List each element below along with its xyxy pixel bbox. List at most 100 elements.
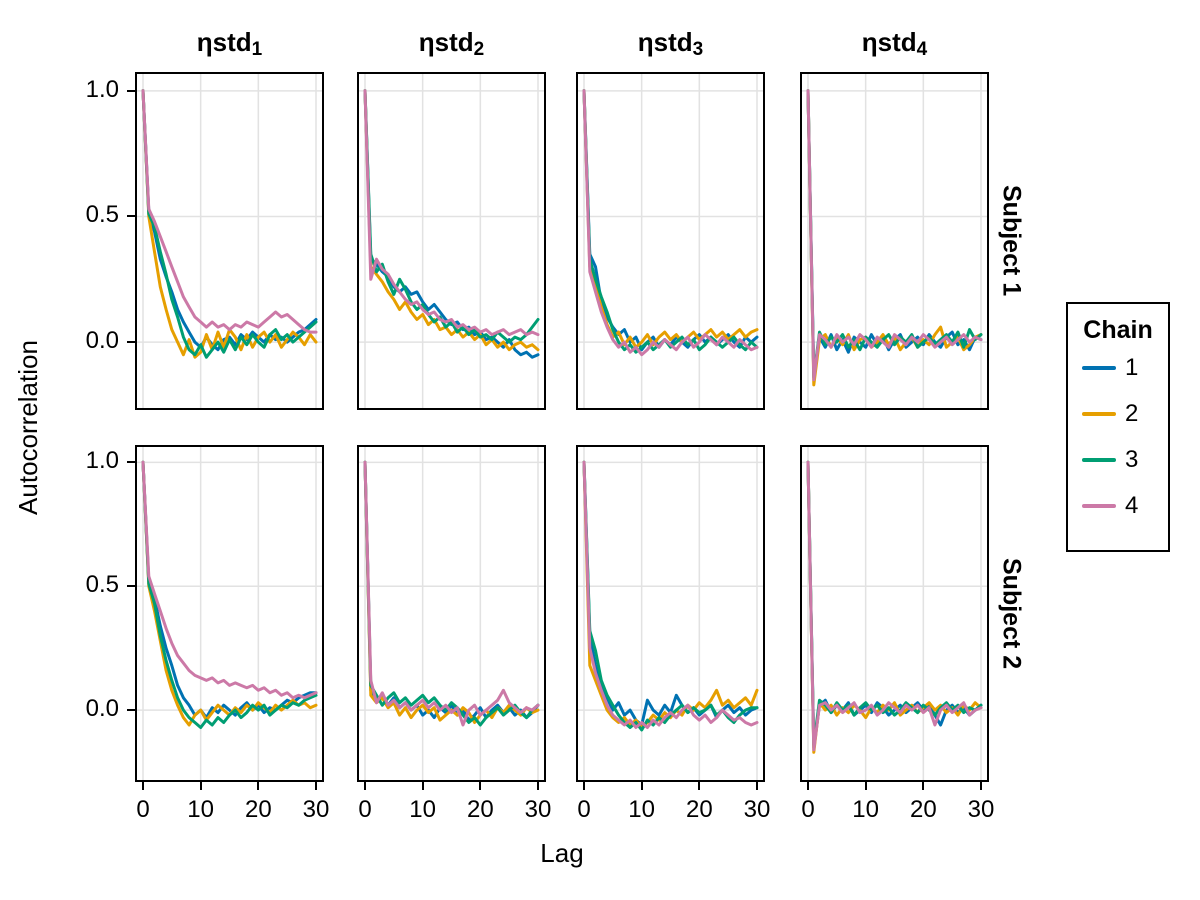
panel-border: [357, 72, 546, 410]
row-label-subject-1: Subject 1: [997, 185, 1026, 297]
legend-box: Chain 1 2 3 4: [1066, 302, 1170, 552]
legend-items: 1 2 3 4: [1068, 345, 1168, 529]
facet-panel-r2c1: [135, 445, 324, 782]
y-tick-label: 0.5: [85, 571, 119, 599]
x-tick-label: 10: [187, 796, 214, 823]
legend-item-label: 2: [1125, 400, 1139, 427]
x-tick-label: 20: [685, 796, 713, 823]
facet-title-col3: ηstd3: [637, 27, 704, 60]
chain-1-line: [141, 460, 318, 720]
x-tick-label: 30: [967, 796, 995, 823]
panel-border: [135, 72, 324, 410]
facet-panel-r1c4: [800, 72, 989, 410]
x-tick: [922, 782, 925, 790]
x-tick-label: 30: [524, 796, 552, 823]
chain-3-line: [141, 89, 318, 359]
facet-title-subscript: 2: [473, 39, 485, 60]
legend-line-swatch: [1082, 504, 1116, 508]
x-tick: [980, 782, 982, 790]
y-axis-label: Autocorrelation: [12, 339, 43, 515]
chain-3-line: [582, 460, 759, 732]
facet-title-col4: ηstd4: [861, 27, 928, 60]
chain-4-line: [363, 460, 540, 727]
legend-item-label: 1: [1125, 354, 1139, 381]
legend-line-swatch: [1082, 412, 1116, 416]
x-tick: [583, 782, 585, 790]
x-tick-label: 0: [136, 796, 150, 823]
chain-1-line: [363, 89, 540, 359]
chain-3-line: [806, 460, 983, 747]
panel-border: [576, 445, 765, 782]
chain-1-line: [363, 460, 540, 722]
facet-title-subscript: 4: [916, 39, 928, 60]
panel-border: [800, 445, 989, 782]
facet-title-col2: ηstd2: [418, 27, 485, 60]
legend-item-chain-4: 4: [1082, 483, 1168, 529]
facet-panel-r2c4: [800, 445, 989, 782]
chain-1-line: [806, 89, 983, 377]
chain-1-line: [582, 460, 759, 727]
x-tick-label: 20: [909, 796, 937, 823]
x-tick-label: 0: [577, 796, 591, 823]
legend-item-chain-1: 1: [1082, 345, 1168, 391]
facet-panel-r1c3: [576, 72, 765, 410]
x-tick: [479, 782, 482, 790]
y-tick-label: 1.0: [85, 75, 119, 103]
x-tick: [756, 782, 758, 790]
facet-panel-r1c2: [357, 72, 546, 410]
panel-border: [135, 445, 324, 782]
legend-title: Chain: [1083, 316, 1153, 344]
legend-line-swatch: [1082, 458, 1116, 462]
legend-item-chain-2: 2: [1082, 391, 1168, 437]
chain-4-line: [582, 89, 759, 357]
chain-4-line: [141, 460, 318, 700]
chain-4-line: [363, 89, 540, 337]
chain-4-line: [141, 89, 318, 334]
facet-panel-r2c3: [576, 445, 765, 782]
x-tick: [864, 782, 867, 790]
x-tick: [315, 782, 317, 790]
x-tick: [142, 782, 144, 790]
facet-title-col1: ηstd1: [196, 27, 263, 60]
chain-3-line: [363, 89, 540, 344]
chain-3-line: [806, 89, 983, 379]
panel-border: [800, 72, 989, 410]
x-tick-label: 20: [244, 796, 272, 823]
x-tick: [807, 782, 809, 790]
legend-item-label: 4: [1125, 492, 1139, 519]
y-tick: [127, 461, 135, 464]
chain-4-line: [806, 89, 983, 382]
panel-border: [357, 445, 546, 782]
chain-1-line: [582, 89, 759, 352]
x-tick-label: 30: [302, 796, 330, 823]
chain-2-line: [582, 89, 759, 349]
x-tick: [421, 782, 424, 790]
chain-4-line: [582, 460, 759, 729]
y-tick: [127, 89, 135, 92]
x-tick-label: 30: [743, 796, 771, 823]
chain-3-line: [363, 460, 540, 727]
y-tick: [127, 215, 135, 218]
x-tick-label: 0: [358, 796, 372, 823]
x-axis-label: Lag: [540, 838, 584, 868]
y-tick-label: 1.0: [85, 447, 119, 475]
chain-2-line: [363, 460, 540, 724]
legend-item-label: 3: [1125, 446, 1139, 473]
chain-1-line: [141, 89, 318, 352]
x-tick: [698, 782, 701, 790]
chain-4-line: [806, 460, 983, 752]
legend-item-chain-3: 3: [1082, 437, 1168, 483]
chain-2-line: [582, 460, 759, 729]
chain-2-line: [363, 89, 540, 352]
x-tick-label: 10: [628, 796, 655, 823]
facet-panel-r2c2: [357, 445, 546, 782]
panel-border: [576, 72, 765, 410]
x-tick: [364, 782, 366, 790]
x-tick: [257, 782, 260, 790]
x-tick-label: 10: [852, 796, 879, 823]
x-tick: [537, 782, 539, 790]
y-tick: [127, 585, 135, 588]
facet-title-subscript: 3: [692, 39, 704, 60]
y-tick: [127, 709, 135, 712]
y-tick-label: 0.0: [85, 327, 119, 355]
